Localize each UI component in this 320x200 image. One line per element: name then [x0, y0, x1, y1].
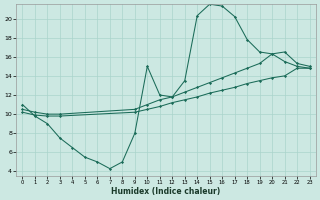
X-axis label: Humidex (Indice chaleur): Humidex (Indice chaleur) — [111, 187, 221, 196]
